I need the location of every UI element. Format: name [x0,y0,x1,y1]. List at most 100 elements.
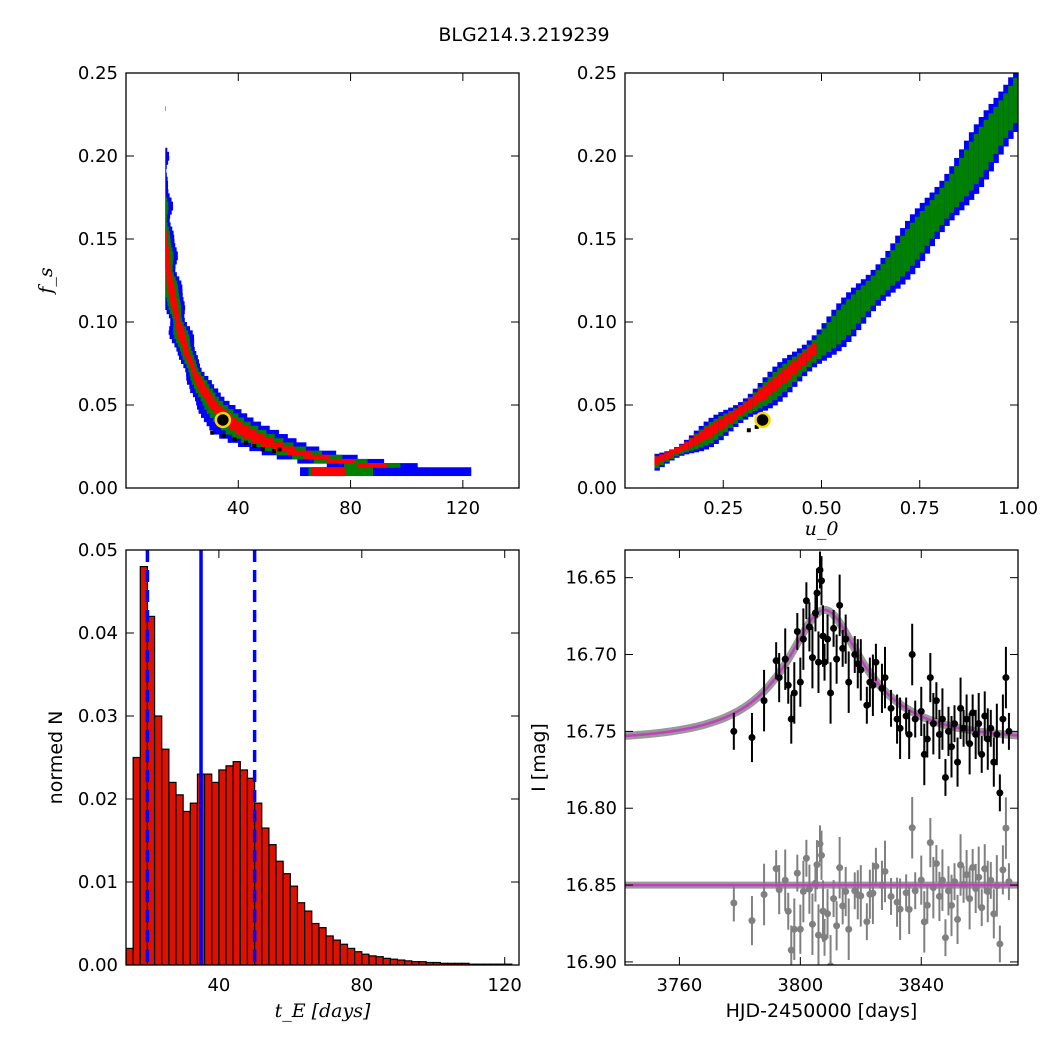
histogram-bar [211,781,220,965]
sigma1-cell [311,471,345,477]
sigma2-cell [954,165,960,208]
best-fit-marker [214,411,232,429]
sigma3-cell [165,168,167,174]
sigma1-cell [182,346,189,352]
residual-point [796,925,804,933]
residual-point [760,891,768,899]
sigma1-cell [251,438,274,443]
plot-area [654,73,1018,471]
sigma2-cell [165,218,167,223]
y-tick-label: 0.03 [78,706,118,727]
sigma3-cell [165,209,172,215]
sigma1-cell [235,429,257,435]
x-tick-label: 3800 [777,975,823,996]
sigma1-cell [176,330,185,335]
sigma2-cell [855,289,862,324]
x-axis-label: u_0 [805,518,839,540]
residual-point [845,925,853,933]
sigma3-cell [165,172,167,178]
histogram-bar [261,827,270,965]
x-tick-label: 120 [488,975,522,996]
sigma1-cell [177,334,186,340]
sigma1-cell [199,388,209,394]
sigma1-cell [166,268,171,273]
residual-point [730,899,738,907]
residual-point [814,931,822,939]
data-point [845,678,853,686]
residual-point [893,898,901,906]
sigma3-cell [165,193,170,198]
data-point [984,735,992,743]
sigma1-cell [174,313,180,319]
data-point [947,743,955,751]
sigma1-cell [229,425,250,431]
best-likelihood-cell [271,448,276,453]
residual-point [966,895,974,903]
residual-point [954,915,962,923]
sigma2-cell [860,285,867,318]
data-point [944,727,952,735]
residual-point [799,888,807,896]
residual-point [920,918,928,926]
sigma1-cell [166,272,172,277]
data-point [814,658,822,666]
histogram-bar [361,953,370,965]
best-fit-marker [754,411,771,429]
residual-point [969,863,977,871]
y-tick-label: 0.02 [78,789,118,810]
histogram-bar [282,873,291,965]
sigma1-cell [165,239,168,244]
sigma2-cell [831,316,837,349]
histogram-bar [153,715,163,965]
residual-point [990,910,998,918]
sigma2-cell [978,126,985,178]
sigma2-cell [973,134,980,185]
residual-point [824,910,832,918]
sigma1-cell [782,368,788,384]
sigma3-cell [165,176,168,182]
y-tick-label: 16.70 [565,645,617,666]
residual-point [827,962,834,965]
sigma3-cell [165,180,169,186]
data-point [796,678,804,686]
sigma1-cell [169,297,177,302]
sigma1-cell [311,467,345,472]
sigma2-cell [895,243,901,282]
sigma2-cell [870,275,877,306]
y-tick-label: 0.01 [78,872,118,893]
sigma2-cell [165,209,168,215]
sigma2-cell [963,149,970,197]
y-tick-label: 0.00 [78,955,118,976]
best-likelihood-cell [232,437,237,442]
data-point [781,655,789,663]
data-point [821,658,829,666]
histogram-bar [225,765,234,965]
residual-point [908,824,916,832]
sigma1-cell [679,444,685,452]
data-point [999,715,1007,723]
data-point [775,674,783,682]
residual-point [813,861,821,869]
residual-point [887,892,895,900]
sigma2-cell [900,235,906,277]
residual-point [881,867,889,875]
data-point [920,750,928,758]
sigma2-cell [836,310,842,345]
histogram-bar [332,939,341,965]
sigma2-cell [939,187,945,225]
sigma1-cell [165,259,171,265]
sigma2-cell [165,234,171,240]
data-point [905,730,913,738]
sigma3-cell [300,471,472,477]
sigma1-cell [811,343,818,357]
sigma1-cell [170,301,178,306]
sigma1-cell [659,454,665,463]
sigma2-cell [165,193,166,198]
residual-point [836,864,844,872]
sigma3-cell [165,214,171,219]
data-point [881,674,889,682]
x-tick-label: 0.50 [801,498,841,519]
data-point [993,730,1001,738]
sigma2-cell [1008,85,1014,131]
